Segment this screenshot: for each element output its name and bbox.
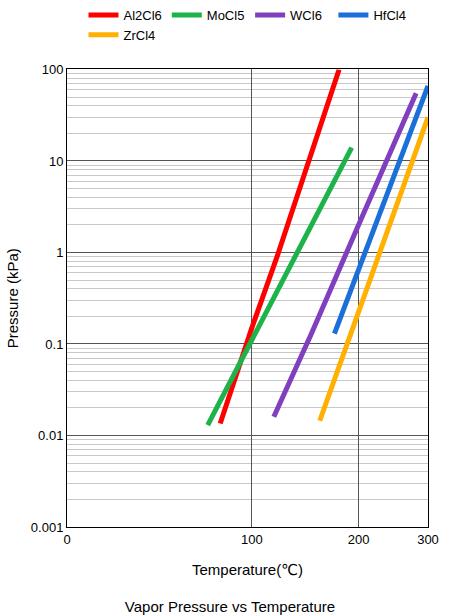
svg-text:300: 300 [417,532,439,547]
svg-text:WCl6: WCl6 [290,8,322,23]
svg-text:0.1: 0.1 [45,337,63,352]
svg-text:100: 100 [241,532,263,547]
svg-text:0.001: 0.001 [31,520,64,535]
svg-text:Vapor Pressure vs Temperature: Vapor Pressure vs Temperature [125,598,335,615]
svg-text:200: 200 [348,532,370,547]
svg-text:Temperature(℃): Temperature(℃) [192,561,303,578]
svg-text:1: 1 [56,245,63,260]
svg-text:MoCl5: MoCl5 [207,8,245,23]
svg-text:Al2Cl6: Al2Cl6 [124,8,162,23]
svg-text:100: 100 [42,62,64,77]
svg-text:10: 10 [49,154,63,169]
svg-text:HfCl4: HfCl4 [373,8,406,23]
svg-text:Pressure (kPa): Pressure (kPa) [4,248,21,348]
svg-text:0: 0 [63,532,70,547]
svg-text:0.01: 0.01 [38,428,63,443]
svg-text:ZrCl4: ZrCl4 [124,28,156,43]
